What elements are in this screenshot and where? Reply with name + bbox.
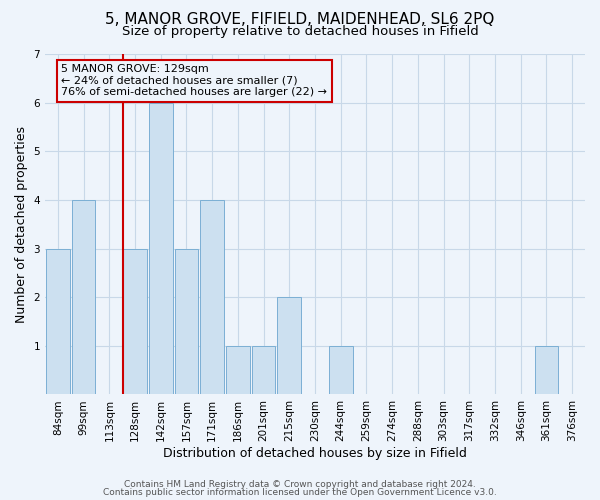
Bar <box>72 200 95 394</box>
X-axis label: Distribution of detached houses by size in Fifield: Distribution of detached houses by size … <box>163 447 467 460</box>
Text: Size of property relative to detached houses in Fifield: Size of property relative to detached ho… <box>122 25 478 38</box>
Bar <box>46 248 70 394</box>
Bar <box>175 248 198 394</box>
Bar <box>200 200 224 394</box>
Bar <box>277 297 301 394</box>
Bar <box>123 248 147 394</box>
Bar <box>226 346 250 395</box>
Text: Contains HM Land Registry data © Crown copyright and database right 2024.: Contains HM Land Registry data © Crown c… <box>124 480 476 489</box>
Text: 5 MANOR GROVE: 129sqm
← 24% of detached houses are smaller (7)
76% of semi-detac: 5 MANOR GROVE: 129sqm ← 24% of detached … <box>61 64 327 98</box>
Bar <box>149 102 173 395</box>
Bar <box>252 346 275 395</box>
Bar <box>535 346 558 395</box>
Bar <box>329 346 353 395</box>
Text: Contains public sector information licensed under the Open Government Licence v3: Contains public sector information licen… <box>103 488 497 497</box>
Y-axis label: Number of detached properties: Number of detached properties <box>15 126 28 322</box>
Text: 5, MANOR GROVE, FIFIELD, MAIDENHEAD, SL6 2PQ: 5, MANOR GROVE, FIFIELD, MAIDENHEAD, SL6… <box>106 12 494 28</box>
